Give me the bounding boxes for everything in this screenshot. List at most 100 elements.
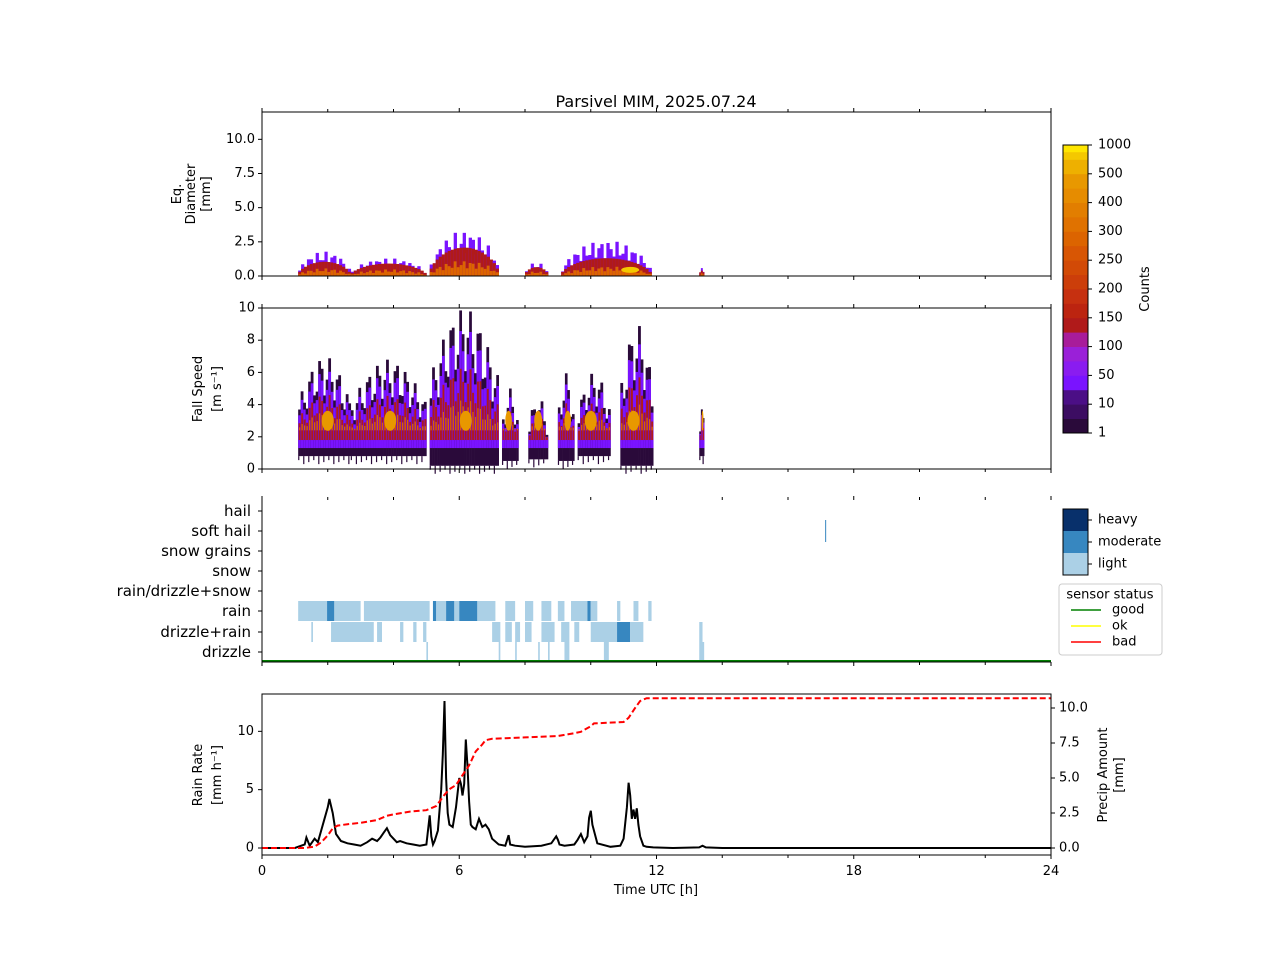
- diameter-bin: [579, 271, 583, 276]
- diameter-bin: [435, 268, 439, 276]
- fallspeed-bin: [419, 427, 422, 441]
- fallspeed-bin: [351, 427, 353, 431]
- fallspeed-bin: [484, 419, 486, 431]
- time-xlabel: Time UTC [h]: [613, 883, 698, 898]
- diameter-bin: [390, 271, 394, 276]
- fallspeed-bin: [541, 423, 543, 431]
- fallspeed-speckle: [434, 465, 436, 474]
- fallspeed-bin: [626, 422, 628, 431]
- fallspeed-speckle: [538, 459, 540, 466]
- precip-amount-ytick-label: 0.0: [1059, 841, 1080, 856]
- diameter-bin: [330, 262, 334, 276]
- colorbar-tick-label: 10: [1098, 397, 1115, 412]
- precip-type-cell: [538, 642, 540, 662]
- diameter-bin: [594, 258, 598, 276]
- fallspeed-bin: [545, 436, 549, 449]
- diameter-bin: [432, 263, 436, 276]
- diameter-bin: [480, 252, 484, 276]
- diameter-bin: [374, 270, 379, 276]
- fallspeed-speckle: [411, 456, 413, 461]
- fallspeed-ytick-label: 8: [247, 333, 255, 348]
- diameter-bin: [368, 270, 373, 276]
- diameter-bin: [353, 270, 358, 276]
- diameter-bin: [536, 267, 540, 276]
- fallspeed-bin: [339, 418, 341, 431]
- fallspeed-ylabel-2: [m s⁻¹]: [210, 366, 225, 412]
- fallspeed-bin: [349, 426, 351, 431]
- fallspeed-bin: [558, 426, 560, 431]
- fallspeed-bin: [558, 422, 561, 441]
- fallspeed-speckle: [313, 456, 315, 461]
- fallspeed-core: [701, 410, 704, 431]
- diameter-ylabel-2: Diameter: [184, 163, 199, 224]
- fallspeed-bin: [422, 426, 424, 431]
- fallspeed-bin: [474, 416, 477, 431]
- diameter-bin: [304, 266, 308, 276]
- precip-type-cell: [459, 601, 478, 621]
- diameter-bin: [347, 273, 352, 276]
- diameter-bin: [588, 270, 592, 276]
- fallspeed-bin: [507, 422, 509, 441]
- precip-type-cell: [561, 622, 570, 642]
- fallspeed-speckle: [449, 465, 451, 474]
- fallspeed-ytick-label: 0: [247, 462, 255, 477]
- diameter-bin: [365, 266, 370, 276]
- diameter-bin: [301, 272, 305, 276]
- fallspeed-bin: [334, 423, 336, 431]
- fallspeed-bin: [516, 428, 519, 431]
- fallspeed-bin: [605, 428, 608, 441]
- intensity-label: heavy: [1098, 513, 1138, 528]
- diameter-bin: [411, 266, 415, 276]
- fallspeed-bin: [343, 423, 346, 441]
- fallspeed-bin: [445, 417, 447, 431]
- diameter-core: [621, 266, 640, 273]
- diameter-bin: [396, 264, 400, 276]
- diameter-bin: [321, 261, 325, 276]
- diameter-bin: [330, 270, 334, 276]
- diameter-bin: [542, 269, 546, 276]
- fallspeed-bin: [648, 419, 651, 431]
- fallspeed-bin: [482, 419, 484, 431]
- diameter-bin: [594, 271, 598, 276]
- fallspeed-bin: [638, 404, 641, 431]
- diameter-bin: [315, 268, 319, 276]
- diameter-bin: [530, 271, 534, 276]
- fallspeed-bin: [646, 417, 648, 431]
- diameter-bin: [447, 250, 451, 276]
- diameter-bin: [405, 273, 409, 276]
- precip-type-cell: [699, 642, 705, 662]
- precip-type-cell: [557, 601, 565, 621]
- fallspeed-bin: [407, 419, 409, 431]
- precip-type-cell: [331, 622, 374, 642]
- fallspeed-speckle: [386, 456, 388, 465]
- fallspeed-bin: [409, 425, 411, 431]
- diameter-bin: [318, 271, 322, 276]
- precip-type-cell: [590, 622, 618, 642]
- colorbar-tick-label: 1: [1098, 426, 1106, 441]
- fallspeed-speckle: [557, 460, 560, 465]
- fallspeed-speckle: [328, 456, 330, 461]
- precip-type-cell: [363, 601, 430, 621]
- diameter-bin: [298, 274, 302, 276]
- fallspeed-bin: [344, 426, 346, 431]
- fallspeed-bin: [399, 421, 401, 431]
- precip-type-cell: [617, 622, 631, 642]
- diameter-bin: [459, 247, 463, 276]
- diameter-bin: [582, 268, 586, 276]
- rainrate-ylabel-2: [mm h⁻¹]: [210, 745, 225, 805]
- fallspeed-speckle: [625, 465, 627, 474]
- precip-type-label: rain/drizzle+snow: [117, 582, 251, 600]
- diameter-bin: [525, 274, 529, 276]
- colorbar-block: [1063, 418, 1088, 434]
- fallspeed-speckle: [303, 456, 305, 465]
- precip-type-label: snow grains: [161, 542, 251, 560]
- colorbar-tick-label: 500: [1098, 166, 1123, 181]
- colorbar-block: [1063, 231, 1088, 247]
- fallspeed-bin: [361, 425, 363, 431]
- fallspeed-bin: [578, 429, 580, 431]
- precip-type-cell: [603, 642, 609, 662]
- diameter-bin: [306, 270, 311, 276]
- precip-type-cell: [311, 622, 313, 642]
- diameter-bin: [579, 261, 583, 276]
